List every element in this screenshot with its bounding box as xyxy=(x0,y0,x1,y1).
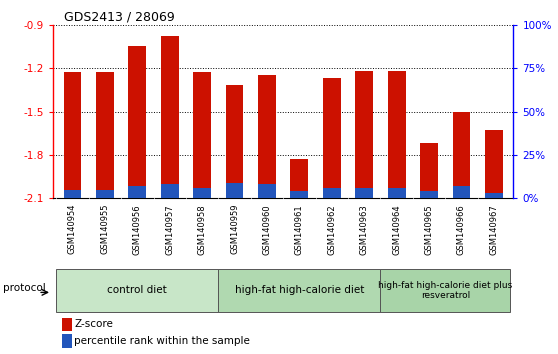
Bar xyxy=(62,318,72,331)
Bar xyxy=(161,184,179,198)
Bar xyxy=(62,334,72,348)
Bar xyxy=(291,191,309,198)
Text: GSM140967: GSM140967 xyxy=(489,204,498,255)
Bar xyxy=(453,186,470,198)
Bar xyxy=(453,112,470,198)
Bar xyxy=(381,269,510,312)
Bar xyxy=(258,184,276,198)
Text: Z-score: Z-score xyxy=(74,319,113,329)
Bar xyxy=(355,188,373,198)
Text: percentile rank within the sample: percentile rank within the sample xyxy=(74,336,250,346)
Text: GSM140957: GSM140957 xyxy=(165,204,174,255)
Text: GSM140956: GSM140956 xyxy=(133,204,142,255)
Text: GSM140965: GSM140965 xyxy=(425,204,434,255)
Bar xyxy=(485,130,503,198)
Bar xyxy=(291,159,309,198)
Bar xyxy=(161,36,179,198)
Bar xyxy=(258,75,276,198)
Bar xyxy=(64,190,81,198)
Text: GSM140966: GSM140966 xyxy=(457,204,466,255)
Bar xyxy=(96,190,114,198)
Text: control diet: control diet xyxy=(108,285,167,295)
Bar xyxy=(225,85,243,198)
Text: protocol: protocol xyxy=(3,283,45,293)
Text: GSM140959: GSM140959 xyxy=(230,204,239,255)
Text: GSM140962: GSM140962 xyxy=(328,204,336,255)
Bar xyxy=(225,183,243,198)
Bar xyxy=(420,143,438,198)
Text: high-fat high-calorie diet plus
resveratrol: high-fat high-calorie diet plus resverat… xyxy=(378,281,512,300)
Text: GSM140955: GSM140955 xyxy=(100,204,109,255)
Text: GSM140958: GSM140958 xyxy=(198,204,206,255)
Bar xyxy=(323,188,341,198)
Bar xyxy=(485,193,503,198)
Bar xyxy=(64,73,81,198)
Bar xyxy=(193,73,211,198)
Text: GSM140960: GSM140960 xyxy=(262,204,272,255)
Bar xyxy=(323,78,341,198)
Bar xyxy=(388,188,406,198)
Bar xyxy=(96,73,114,198)
Bar xyxy=(128,186,146,198)
Bar xyxy=(218,269,381,312)
Bar xyxy=(355,71,373,198)
Text: GSM140954: GSM140954 xyxy=(68,204,77,255)
Text: high-fat high-calorie diet: high-fat high-calorie diet xyxy=(235,285,364,295)
Text: GDS2413 / 28069: GDS2413 / 28069 xyxy=(64,10,175,23)
Bar xyxy=(420,191,438,198)
Text: GSM140963: GSM140963 xyxy=(360,204,369,255)
Text: GSM140961: GSM140961 xyxy=(295,204,304,255)
Text: GSM140964: GSM140964 xyxy=(392,204,401,255)
Bar xyxy=(128,46,146,198)
Bar xyxy=(56,269,218,312)
Bar xyxy=(388,71,406,198)
Bar xyxy=(193,188,211,198)
